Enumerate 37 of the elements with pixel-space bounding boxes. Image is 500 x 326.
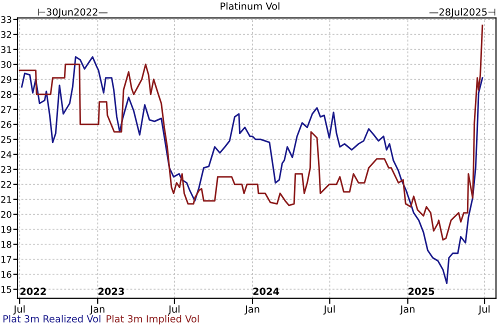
y-tick-label: 20 xyxy=(1,211,12,218)
y-tick-label: 27 xyxy=(1,106,12,113)
y-tick-label: 30 xyxy=(1,61,12,68)
annotation: 2022 xyxy=(20,288,46,296)
text: Plat 3m Implied Vol xyxy=(106,314,199,324)
line-series xyxy=(18,24,484,241)
y-tick-label: 19 xyxy=(1,226,12,233)
text: Plat 3m Realized Vol xyxy=(3,314,100,322)
y-tick-label: 24 xyxy=(1,151,12,158)
x-tick-label: Jul xyxy=(478,305,490,315)
y-tick-label: 21 xyxy=(1,196,12,203)
y-tick-label: 18 xyxy=(1,241,12,248)
y-tick-label: 29 xyxy=(1,76,12,83)
y-tick-label: 25 xyxy=(1,136,12,143)
y-tick-label: 31 xyxy=(1,46,12,53)
y-tick-label: 17 xyxy=(1,256,12,263)
annotation: 2024 xyxy=(253,288,280,296)
chart-title: Platinum Vol xyxy=(220,2,280,10)
annotation: 2023 xyxy=(98,288,124,296)
x-tick-label: Jan xyxy=(90,306,104,315)
y-tick-label: 28 xyxy=(1,91,12,98)
line-series xyxy=(20,56,484,284)
x-tick-label: Jan xyxy=(400,306,414,315)
y-tick-label: 22 xyxy=(1,181,12,188)
x-tick-label: Jul xyxy=(168,305,180,315)
y-tick-label: 26 xyxy=(1,121,12,128)
y-tick-label: 16 xyxy=(1,271,12,278)
x-tick-label: Jul xyxy=(13,305,25,315)
annotation: 2025 xyxy=(408,288,434,296)
y-tick-label: 15 xyxy=(1,286,12,293)
x-tick-label: Jan xyxy=(244,306,260,315)
y-tick-label: 33 xyxy=(1,16,12,23)
text: —28Jul2025⊣ xyxy=(429,8,496,18)
text: ⊢30Jun2022— xyxy=(38,8,108,18)
x-tick-label: Jul xyxy=(323,305,335,315)
y-tick-label: 23 xyxy=(1,166,12,173)
y-tick-label: 32 xyxy=(1,31,12,38)
